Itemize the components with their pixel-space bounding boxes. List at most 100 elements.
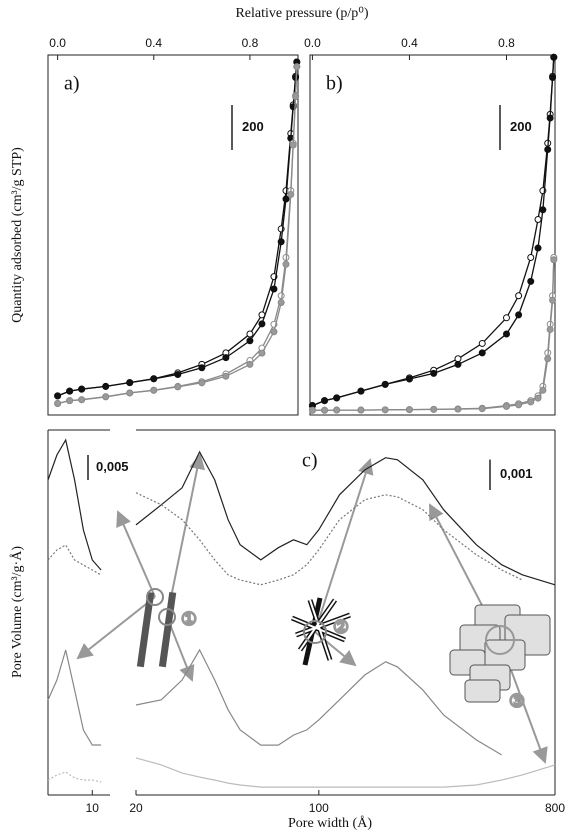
highlight bbox=[303, 620, 327, 644]
data-point bbox=[321, 397, 329, 405]
data-point bbox=[549, 296, 557, 304]
data-point bbox=[308, 406, 316, 414]
data-point bbox=[478, 339, 486, 347]
data-point bbox=[174, 371, 182, 378]
scale-bar-label: 0,005 bbox=[96, 459, 129, 474]
x-tick-label: 0.4 bbox=[401, 36, 418, 50]
data-point bbox=[534, 244, 542, 252]
data-point bbox=[546, 114, 554, 122]
x-tick-label: 0.0 bbox=[304, 36, 321, 50]
data-point bbox=[198, 364, 206, 372]
panel: 20 100 800 0,001 c) Pore width (Å) Pore Volume… bbox=[9, 429, 565, 831]
data-point bbox=[282, 195, 290, 203]
data-point bbox=[270, 285, 278, 293]
data-point bbox=[454, 360, 462, 368]
data-point bbox=[515, 311, 523, 319]
data-point bbox=[54, 392, 62, 400]
data-line bbox=[57, 61, 298, 397]
x-tick-label: 800 bbox=[545, 801, 565, 815]
x-tick-label: 0.0 bbox=[49, 36, 66, 50]
x-tick-label: 10 bbox=[86, 801, 100, 815]
data-point bbox=[534, 215, 542, 223]
data-point bbox=[277, 238, 285, 246]
data-line bbox=[47, 649, 102, 746]
data-line bbox=[47, 438, 102, 571]
data-point bbox=[66, 387, 74, 395]
data-point bbox=[454, 355, 462, 363]
data-point bbox=[405, 406, 413, 414]
annotation: ③ bbox=[509, 691, 525, 712]
plot-frame bbox=[47, 54, 299, 416]
x-axis-title: Pore width (Å) bbox=[288, 815, 372, 831]
data-point bbox=[478, 349, 486, 357]
data-point bbox=[287, 191, 295, 198]
data-point bbox=[270, 328, 278, 336]
y-axis-title: Quantity adsorbed (cm³/g STP) bbox=[10, 147, 25, 323]
data-point bbox=[502, 314, 510, 322]
panel-label: a) bbox=[64, 73, 80, 95]
arrow bbox=[76, 596, 156, 660]
data-point bbox=[78, 385, 86, 393]
data-line bbox=[312, 259, 555, 411]
highlight bbox=[146, 588, 164, 606]
rod bbox=[136, 591, 155, 668]
data-point bbox=[550, 256, 558, 264]
highlight bbox=[158, 608, 176, 626]
x-tick-label: 0.8 bbox=[498, 36, 515, 50]
data-point bbox=[430, 369, 438, 377]
data-point bbox=[515, 292, 523, 300]
data-point bbox=[78, 396, 86, 404]
illustrations: ① ② ③ bbox=[76, 453, 551, 764]
data-point bbox=[54, 400, 62, 408]
x-axis-title: Relative pressure (p/p⁰) bbox=[235, 6, 368, 21]
data-point bbox=[174, 383, 182, 391]
data-point bbox=[222, 372, 230, 380]
panel: 0.0 0.4 0.8 200 b) bbox=[304, 36, 558, 416]
scale-bar-label: 200 bbox=[242, 119, 264, 134]
panel: 0.0 0.4 0.8 200 a) Relative pressure (p/p⁰) Qu… bbox=[10, 6, 369, 416]
data-point bbox=[430, 405, 438, 413]
data-point bbox=[321, 406, 329, 414]
scale-bar-label: 200 bbox=[510, 119, 532, 134]
data-line bbox=[312, 57, 555, 407]
data-point bbox=[381, 406, 389, 414]
data-point bbox=[549, 74, 557, 81]
data-point bbox=[277, 299, 285, 306]
data-line bbox=[135, 757, 556, 788]
data-point bbox=[66, 397, 74, 405]
data-point bbox=[502, 330, 510, 338]
data-point bbox=[292, 93, 300, 101]
data-point bbox=[357, 387, 365, 395]
annotation: ① bbox=[181, 609, 197, 630]
y-axis-title: Pore Volume (cm³/g·Å) bbox=[9, 546, 25, 678]
x-tick-label: 0.8 bbox=[242, 36, 259, 50]
data-point bbox=[126, 379, 134, 387]
x-tick-label: 20 bbox=[129, 801, 143, 815]
data-point bbox=[454, 405, 462, 413]
data-line bbox=[135, 450, 556, 586]
data-point bbox=[150, 386, 158, 394]
data-point bbox=[527, 254, 535, 261]
data-point bbox=[333, 394, 341, 402]
plot-frame bbox=[309, 54, 556, 416]
arrow bbox=[116, 510, 156, 598]
data-point bbox=[150, 375, 158, 383]
particles bbox=[449, 604, 551, 703]
data-point bbox=[289, 141, 297, 149]
panel-label: b) bbox=[326, 73, 343, 95]
data-point bbox=[282, 260, 290, 268]
data-point bbox=[102, 382, 110, 390]
annotation: ② bbox=[333, 617, 349, 638]
data-point bbox=[534, 394, 542, 402]
data-point bbox=[102, 393, 110, 401]
data-point bbox=[246, 360, 254, 368]
data-point bbox=[333, 406, 341, 414]
arrow bbox=[166, 453, 206, 618]
data-point bbox=[258, 349, 266, 357]
data-point bbox=[539, 386, 547, 394]
data-point bbox=[381, 380, 389, 388]
data-point bbox=[515, 401, 523, 409]
data-point bbox=[126, 389, 134, 397]
data-point bbox=[357, 406, 365, 414]
